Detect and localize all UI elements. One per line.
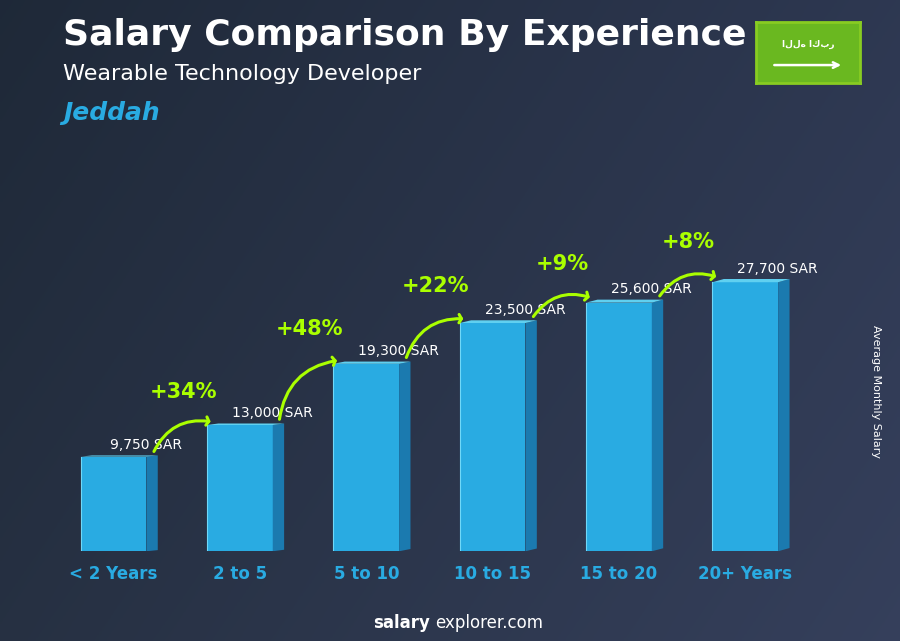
Polygon shape [713,279,789,282]
Text: 25,600 SAR: 25,600 SAR [611,282,691,296]
Text: +9%: +9% [536,254,589,274]
Bar [586,303,652,551]
Polygon shape [526,320,536,551]
Polygon shape [273,424,284,551]
Bar [713,282,778,551]
Text: Salary Comparison By Experience: Salary Comparison By Experience [63,18,746,52]
Text: +22%: +22% [402,276,470,296]
Polygon shape [652,299,663,551]
Polygon shape [147,455,158,551]
Text: Wearable Technology Developer: Wearable Technology Developer [63,64,421,84]
Text: +8%: +8% [662,232,715,252]
Text: الله اكبر: الله اكبر [781,40,834,49]
Polygon shape [460,320,536,323]
Bar [81,456,147,551]
Bar [460,323,526,551]
Polygon shape [81,455,158,456]
Polygon shape [586,299,663,303]
Text: 27,700 SAR: 27,700 SAR [737,262,818,276]
Polygon shape [333,362,410,364]
Bar [207,425,273,551]
Bar [333,364,399,551]
Text: salary: salary [374,614,430,632]
Text: 19,300 SAR: 19,300 SAR [358,344,439,358]
Text: 23,500 SAR: 23,500 SAR [484,303,565,317]
Polygon shape [778,279,789,551]
Polygon shape [399,362,410,551]
Text: Jeddah: Jeddah [63,101,159,124]
Text: explorer.com: explorer.com [435,614,543,632]
Text: 9,750 SAR: 9,750 SAR [110,438,182,452]
Text: +48%: +48% [275,319,343,338]
Text: 13,000 SAR: 13,000 SAR [231,406,312,420]
Text: Average Monthly Salary: Average Monthly Salary [870,324,881,458]
Text: +34%: +34% [149,382,217,402]
Polygon shape [207,424,284,425]
